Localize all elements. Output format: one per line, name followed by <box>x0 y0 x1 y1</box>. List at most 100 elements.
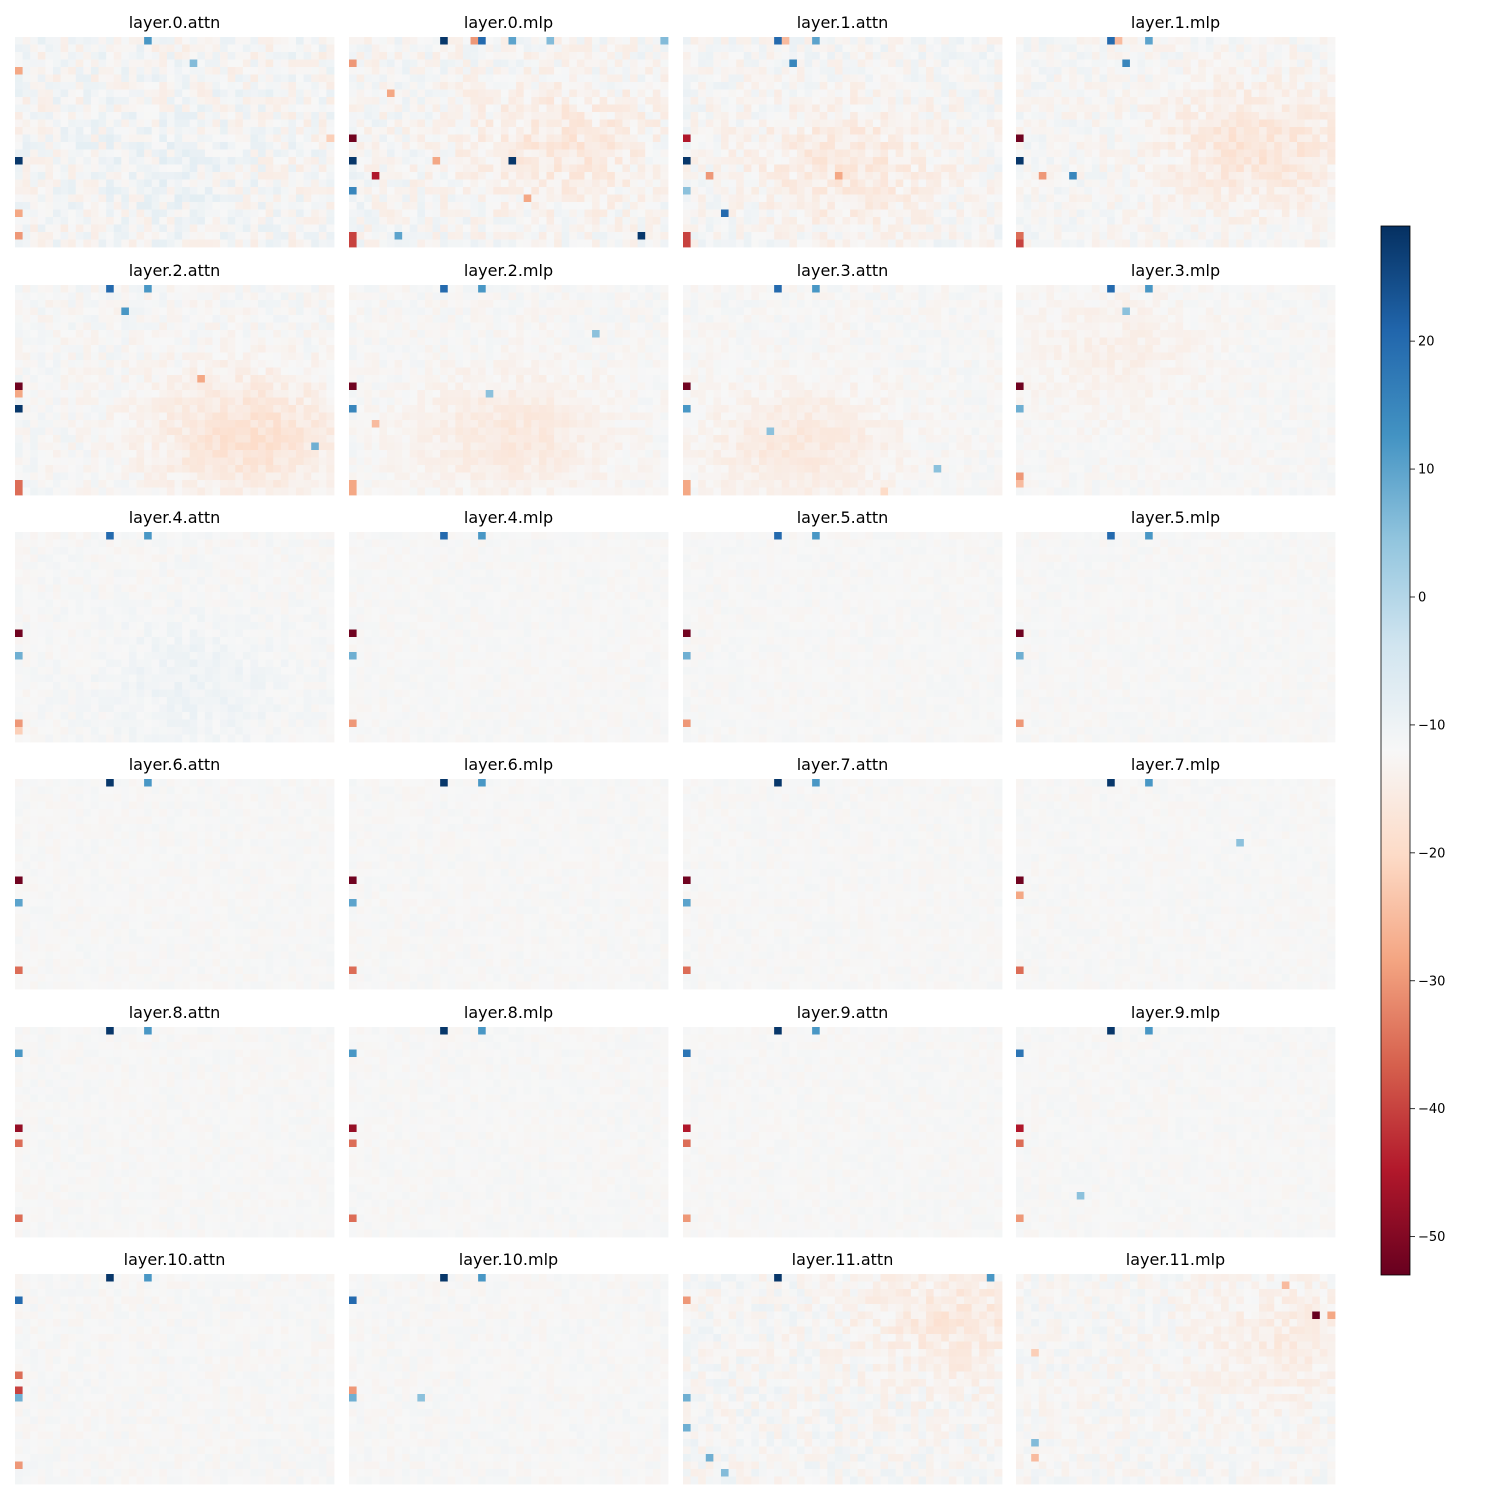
heatmap-cell <box>137 300 145 308</box>
heatmap-cell <box>979 225 987 233</box>
heatmap-cell <box>106 323 114 331</box>
heatmap-cell <box>1077 135 1085 143</box>
heatmap-cell <box>1024 45 1032 53</box>
heatmap-cell <box>357 90 365 98</box>
heatmap-cell <box>212 232 220 240</box>
heatmap-cell <box>114 172 122 180</box>
heatmap-cell <box>1069 37 1077 45</box>
heatmap-cell <box>615 120 623 128</box>
heatmap-cell <box>706 105 714 113</box>
heatmap-cell <box>987 217 995 225</box>
heatmap-cell <box>197 165 205 173</box>
heatmap-cell <box>311 82 319 90</box>
heatmap-cell <box>888 172 896 180</box>
heatmap-cell <box>987 105 995 113</box>
heatmap-cell <box>797 180 805 188</box>
heatmap-cell <box>941 202 949 210</box>
heatmap-cell <box>691 37 699 45</box>
heatmap-cell <box>137 135 145 143</box>
heatmap-cell <box>698 90 706 98</box>
heatmap-cell <box>205 308 213 316</box>
heatmap-cell <box>15 112 23 120</box>
heatmap-cell <box>713 210 721 218</box>
heatmap-cell <box>1191 127 1199 135</box>
heatmap-cell <box>516 165 524 173</box>
heatmap-cell <box>880 67 888 75</box>
heatmap-cell <box>1069 60 1077 68</box>
heatmap-cell <box>486 187 494 195</box>
heatmap-cell <box>243 232 251 240</box>
heatmap-cell <box>524 240 532 248</box>
heatmap-cell <box>266 67 274 75</box>
heatmap-cell <box>1016 217 1024 225</box>
heatmap-cell <box>137 105 145 113</box>
heatmap-cell <box>843 157 851 165</box>
heatmap-cell <box>304 195 312 203</box>
heatmap-cell <box>410 142 418 150</box>
heatmap-cell <box>789 135 797 143</box>
heatmap-cell <box>843 180 851 188</box>
heatmap-cell <box>546 67 554 75</box>
heatmap-cell <box>425 120 433 128</box>
heatmap-cell <box>1130 60 1138 68</box>
heatmap-cell <box>1305 37 1313 45</box>
heatmap-cell <box>1327 225 1335 233</box>
heatmap-cell <box>1115 157 1123 165</box>
heatmap-cell <box>827 195 835 203</box>
heatmap-cell <box>1206 75 1214 83</box>
heatmap-cell <box>1229 45 1237 53</box>
heatmap-cell <box>1107 157 1115 165</box>
heatmap-cell <box>311 45 319 53</box>
heatmap-cell <box>410 240 418 248</box>
heatmap-cell <box>865 120 873 128</box>
heatmap-cell <box>691 135 699 143</box>
heatmap-cell <box>1183 90 1191 98</box>
heatmap-cell <box>888 97 896 105</box>
heatmap-cell <box>774 45 782 53</box>
heatmap-cell <box>979 45 987 53</box>
heatmap-cell <box>1289 97 1297 105</box>
heatmap-cell <box>1115 202 1123 210</box>
heatmap-cell <box>562 60 570 68</box>
heatmap-cell <box>516 195 524 203</box>
heatmap-cell <box>592 127 600 135</box>
heatmap-cell <box>281 187 289 195</box>
heatmap-cell <box>1244 180 1252 188</box>
heatmap-cell <box>562 75 570 83</box>
heatmap-cell <box>539 135 547 143</box>
heatmap-cell <box>820 67 828 75</box>
heatmap-cell <box>175 315 183 323</box>
heatmap-cell <box>964 225 972 233</box>
heatmap-cell <box>357 37 365 45</box>
heatmap-cell <box>1084 120 1092 128</box>
heatmap-cell <box>729 202 737 210</box>
heatmap-cell <box>395 45 403 53</box>
heatmap-cell <box>61 60 69 68</box>
heatmap-cell <box>471 210 479 218</box>
heatmap-cell <box>501 90 509 98</box>
heatmap-cell <box>159 195 167 203</box>
heatmap-cell <box>1267 67 1275 75</box>
heatmap-cell <box>630 105 638 113</box>
heatmap-cell <box>789 90 797 98</box>
heatmap-cell <box>205 195 213 203</box>
heatmap-cell <box>744 232 752 240</box>
heatmap-cell <box>197 120 205 128</box>
heatmap-cell <box>888 52 896 60</box>
heatmap-cell <box>782 127 790 135</box>
heatmap-cell <box>61 308 69 316</box>
heatmap-cell <box>258 60 266 68</box>
heatmap-cell <box>645 127 653 135</box>
heatmap-cell <box>402 240 410 248</box>
heatmap-cell <box>858 105 866 113</box>
heatmap-cell <box>1213 187 1221 195</box>
heatmap-cell <box>539 210 547 218</box>
heatmap-cell <box>45 217 53 225</box>
heatmap-cell <box>979 127 987 135</box>
heatmap-cell <box>250 120 258 128</box>
heatmap-cell <box>994 90 1002 98</box>
heatmap-cell <box>23 67 31 75</box>
heatmap-cell <box>250 172 258 180</box>
heatmap-cell <box>1244 90 1252 98</box>
heatmap-cell <box>577 120 585 128</box>
